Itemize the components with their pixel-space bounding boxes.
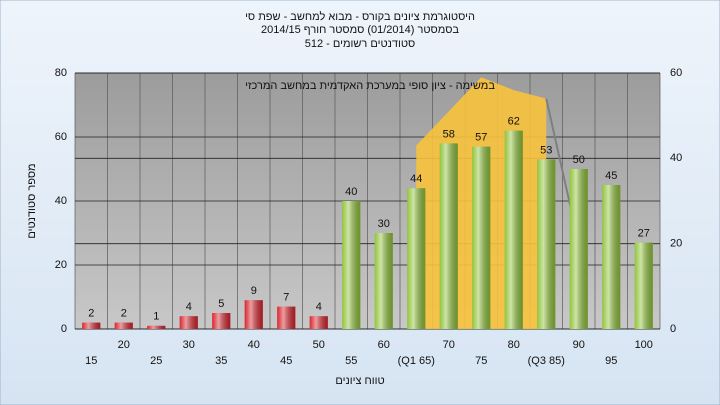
chart-title: בסמסטר (01/2014) סמסטר חורף 2014/15 [261, 24, 459, 36]
bar-shine [407, 188, 426, 329]
data-label: 2 [88, 308, 94, 320]
bar-shine [212, 313, 231, 329]
annotation: במשימה - ציון סופי במערכת האקדמית במחשב … [245, 80, 495, 92]
x-axis-label: טווח ציונים [335, 375, 384, 387]
bar-shine [277, 306, 296, 329]
data-label: 58 [443, 128, 455, 140]
x-tick-label: 45 [280, 355, 292, 367]
x-tick-label: (Q1 65) [398, 355, 435, 367]
y2-tick-label: 40 [670, 152, 682, 164]
data-label: 4 [186, 301, 192, 313]
x-tick-label: 20 [118, 339, 130, 351]
x-tick-label: 55 [345, 355, 357, 367]
bar-shine [374, 233, 393, 329]
bar-shine [537, 159, 556, 329]
data-label: 62 [508, 116, 520, 128]
data-label: 9 [251, 285, 257, 297]
bar-shine [472, 146, 491, 329]
data-label: 53 [540, 144, 552, 156]
bar-shine [114, 322, 133, 329]
x-tick-label: 40 [248, 339, 260, 351]
data-label: 5 [218, 298, 224, 310]
data-label: 1 [153, 311, 159, 323]
y2-tick-label: 0 [670, 323, 676, 335]
chart-title: סטודנטים רשומים - 512 [305, 38, 416, 50]
x-tick-label: 25 [150, 355, 162, 367]
x-tick-label: 35 [215, 355, 227, 367]
data-label: 4 [316, 301, 322, 313]
bar-shine [82, 322, 101, 329]
x-tick-label: 50 [313, 339, 325, 351]
x-tick-label: 90 [573, 339, 585, 351]
bar-shine [179, 316, 198, 329]
y2-tick-label: 60 [670, 67, 682, 79]
x-tick-label: 95 [605, 355, 617, 367]
y-tick-label: 60 [55, 131, 67, 143]
y-tick-label: 40 [55, 195, 67, 207]
bar-shine [244, 300, 263, 329]
y2-tick-label: 20 [670, 238, 682, 250]
data-label: 44 [410, 173, 422, 185]
x-tick-label: 30 [183, 339, 195, 351]
bar-shine [602, 185, 621, 329]
x-tick-label: 70 [443, 339, 455, 351]
x-tick-label: (Q3 85) [528, 355, 565, 367]
x-tick-label: 100 [635, 339, 653, 351]
bar-shine [504, 130, 523, 329]
bar-shine [309, 316, 328, 329]
x-tick-label: 75 [475, 355, 487, 367]
bar-shine [569, 169, 588, 329]
bar-shine [342, 201, 361, 329]
chart-title: היסטוגרמת ציונים בקורס - מבוא למחשב - שפ… [245, 10, 475, 23]
data-label: 7 [283, 292, 289, 304]
bar-shine [634, 242, 653, 329]
data-label: 2 [121, 308, 127, 320]
y-axis-label: מספר סטודנטים [26, 163, 38, 238]
data-label: 50 [573, 154, 585, 166]
y-tick-label: 80 [55, 67, 67, 79]
data-label: 57 [475, 132, 487, 144]
y-tick-label: 20 [55, 259, 67, 271]
y-tick-label: 0 [61, 323, 67, 335]
x-tick-label: 80 [508, 339, 520, 351]
x-tick-label: 60 [378, 339, 390, 351]
data-label: 40 [345, 186, 357, 198]
data-label: 27 [638, 228, 650, 240]
x-tick-label: 15 [85, 355, 97, 367]
bar-shine [147, 325, 166, 329]
bar-shine [439, 143, 458, 329]
data-label: 45 [605, 170, 617, 182]
data-label: 30 [378, 218, 390, 230]
